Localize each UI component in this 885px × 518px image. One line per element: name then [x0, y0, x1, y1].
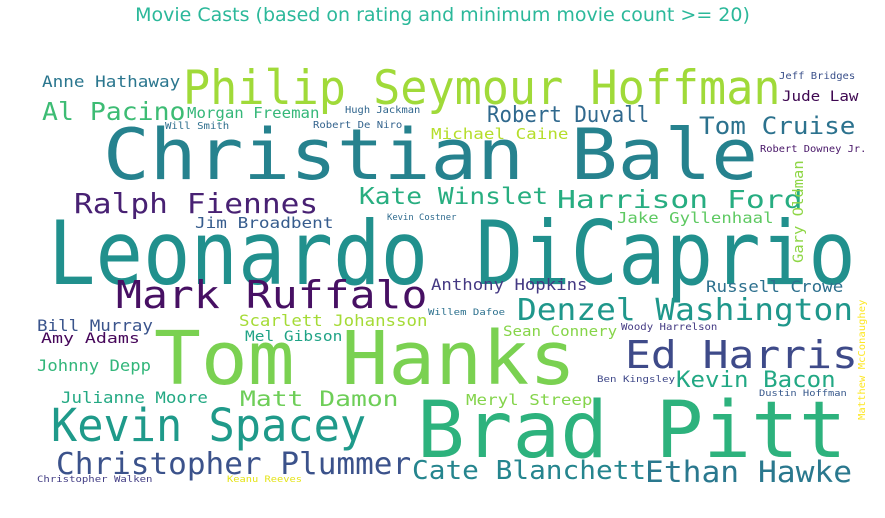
word-kevin-costner: Kevin Costner	[387, 213, 457, 223]
word-philip-seymour-hoffman: Philip Seymour Hoffman	[183, 61, 781, 116]
word-woody-harrelson: Woody Harrelson	[621, 322, 718, 333]
word-harrison-ford: Harrison Ford	[557, 185, 803, 214]
word-morgan-freeman: Morgan Freeman	[187, 104, 320, 122]
word-sean-connery: Sean Connery	[503, 324, 618, 340]
word-leonardo-dicaprio: Leonardo DiCaprio	[48, 202, 856, 305]
word-michael-caine: Michael Caine	[431, 125, 569, 143]
word-christian-bale: Christian Bale	[103, 114, 759, 196]
word-kevin-spacey: Kevin Spacey	[51, 399, 367, 452]
word-scarlett-johansson: Scarlett Johansson	[239, 311, 428, 330]
word-keanu-reeves: Keanu Reeves	[227, 475, 303, 485]
word-brad-pitt: Brad Pitt	[417, 386, 847, 476]
word-bill-murray: Bill Murray	[37, 316, 153, 335]
word-amy-adams: Amy Adams	[41, 331, 140, 347]
word-matthew-mcconaughey: Matthew McConaughey	[857, 299, 868, 420]
word-jim-broadbent: Jim Broadbent	[195, 214, 334, 232]
chart-title: Movie Casts (based on rating and minimum…	[135, 4, 750, 26]
word-jude-law: Jude Law	[782, 89, 859, 105]
word-tom-hanks: Tom Hanks	[154, 316, 576, 402]
word-ben-kingsley: Ben Kingsley	[597, 375, 676, 385]
word-al-pacino: Al Pacino	[42, 97, 186, 126]
word-christopher-plummer: Christopher Plummer	[56, 447, 412, 482]
word-robert-downey-jr: Robert Downey Jr.	[760, 144, 867, 155]
word-dustin-hoffman: Dustin Hoffman	[759, 389, 847, 399]
word-robert-duvall: Robert Duvall	[487, 103, 650, 128]
word-christopher-walken: Christopher Walken	[37, 475, 153, 485]
word-anne-hathaway: Anne Hathaway	[42, 72, 181, 91]
word-johnny-depp: Johnny Depp	[37, 356, 151, 375]
word-mark-ruffalo: Mark Ruffalo	[116, 273, 428, 317]
word-jeff-bridges: Jeff Bridges	[779, 71, 856, 82]
word-anthony-hopkins: Anthony Hopkins	[431, 275, 588, 294]
word-gary-oldman: Gary Oldman	[791, 160, 807, 263]
word-ethan-hawke: Ethan Hawke	[645, 455, 853, 489]
word-denzel-washington: Denzel Washington	[517, 293, 854, 328]
word-russell-crowe: Russell Crowe	[706, 277, 844, 296]
word-hugh-jackman: Hugh Jackman	[345, 105, 421, 116]
word-willem-dafoe: Willem Dafoe	[428, 308, 506, 318]
word-ed-harris: Ed Harris	[625, 333, 858, 377]
word-jake-gyllenhaal: Jake Gyllenhaal	[617, 209, 774, 227]
word-tom-cruise: Tom Cruise	[699, 112, 856, 140]
word-meryl-streep: Meryl Streep	[466, 391, 593, 409]
word-robert-de-niro: Robert De Niro	[313, 120, 403, 131]
word-kate-winslet: Kate Winslet	[359, 184, 549, 210]
word-cate-blanchett: Cate Blanchett	[412, 456, 647, 486]
word-matt-damon: Matt Damon	[240, 387, 399, 411]
word-kevin-bacon: Kevin Bacon	[676, 368, 836, 393]
word-will-smith: Will Smith	[165, 121, 230, 132]
word-mel-gibson: Mel Gibson	[245, 329, 343, 345]
word-ralph-fiennes: Ralph Fiennes	[74, 187, 319, 220]
word-julianne-moore: Julianne Moore	[61, 388, 208, 407]
